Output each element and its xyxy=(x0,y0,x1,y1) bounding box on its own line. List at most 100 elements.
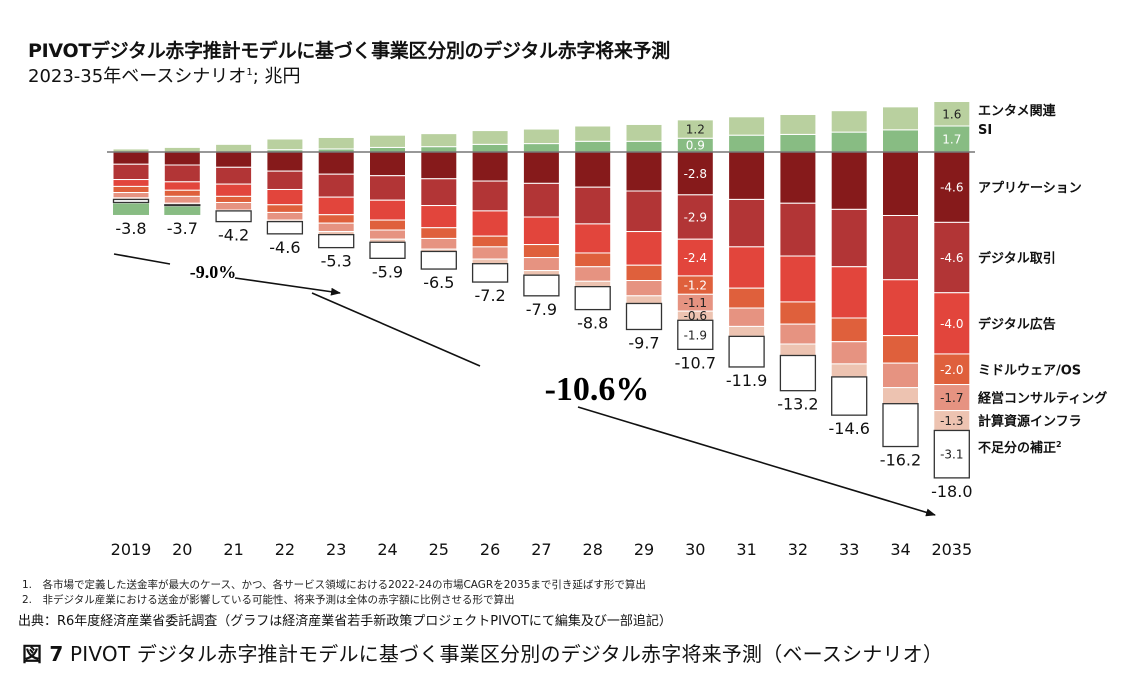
legend-label-cons: 経営コンサルティング xyxy=(978,391,1107,407)
total-label-2019: -3.8 xyxy=(115,219,146,238)
bar-segment-mid-23 xyxy=(317,214,355,224)
bar-segment-mid-33 xyxy=(830,317,868,343)
bar-segment-ad-24 xyxy=(369,199,406,221)
bar-segment-corr-29 xyxy=(625,302,663,331)
total-label-30: -10.7 xyxy=(675,353,716,372)
bar-segment-app-24 xyxy=(369,151,406,177)
bar-segment-entame-24 xyxy=(369,134,406,148)
bar-segment-cons-28 xyxy=(574,266,612,282)
bar-segment-ad-33 xyxy=(830,266,868,319)
bar-segment-trade-24 xyxy=(369,175,406,201)
total-label-22: -4.6 xyxy=(269,238,300,257)
x-tick-label-33: 33 xyxy=(839,540,859,559)
total-label-32: -13.2 xyxy=(777,395,818,414)
total-label-29: -9.7 xyxy=(628,333,659,352)
bar-segment-entame-28 xyxy=(574,125,612,142)
legend-label-corr: 不足分の補正2 xyxy=(978,440,1062,456)
bar-segment-entame-23 xyxy=(317,136,355,150)
legend-label-trade: デジタル取引 xyxy=(978,251,1056,267)
bar-segment-cons-25 xyxy=(420,237,458,250)
segment-label-cons-30: -1.1 xyxy=(684,296,707,310)
bar-segment-corr-2019 xyxy=(112,198,150,204)
bar-segment-trade-26 xyxy=(471,180,509,212)
bar-segment-cons-32 xyxy=(779,323,817,345)
bar-segment-cons-22 xyxy=(266,211,304,221)
bar-segment-ad-28 xyxy=(574,223,612,254)
total-label-25: -6.5 xyxy=(423,273,454,292)
bar-segment-cons-24 xyxy=(369,229,406,240)
bar-segment-trade-32 xyxy=(779,202,817,257)
x-tick-label-27: 27 xyxy=(531,540,551,559)
legend-label-si: SI xyxy=(978,123,992,138)
bar-segment-mid-24 xyxy=(369,219,406,231)
bar-segment-corr-32 xyxy=(779,354,817,392)
segment-label-si-30: 0.9 xyxy=(686,139,705,153)
cagr-label-2023-2035: -10.6% xyxy=(545,371,650,408)
bar-segment-ad-26 xyxy=(471,210,509,237)
segment-label-corr-30: -1.9 xyxy=(684,328,707,342)
x-tick-label-21: 21 xyxy=(223,540,243,559)
segment-label-cons-2035: -1.7 xyxy=(940,391,963,405)
bar-segment-si-25 xyxy=(420,146,458,153)
bar-segment-entame-29 xyxy=(625,123,663,142)
bar-segment-si-below-2019 xyxy=(113,203,149,215)
bar-segment-si-29 xyxy=(625,140,663,153)
bar-segment-corr-27 xyxy=(523,274,560,297)
x-tick-label-28: 28 xyxy=(583,540,603,559)
bar-segment-ad-22 xyxy=(266,188,304,206)
cagr-label-2019-2023: -9.0% xyxy=(190,262,237,282)
figure-caption-text: PIVOT デジタル赤字推計モデルに基づく事業区分別のデジタル赤字将来予測（ベー… xyxy=(63,642,944,666)
bar-segment-mid-26 xyxy=(471,235,509,248)
bar-segment-entame-30 xyxy=(676,119,714,139)
bar-segment-corr-31 xyxy=(728,335,765,368)
bar-segment-entame-27 xyxy=(522,128,560,145)
segment-label-infra-2035: -1.3 xyxy=(940,414,963,428)
legend-footnote-ref: 2 xyxy=(1056,440,1062,449)
bar-segment-trade-23 xyxy=(317,173,355,198)
x-tick-label-2035: 2035 xyxy=(931,540,972,559)
stacked-bar-chart: -9.0% -10.6% -3.8 2019 -3.7 20 -4.2 21 -4.6 22 -… xyxy=(107,101,1107,559)
segment-label-trade-2035: -4.6 xyxy=(940,251,963,265)
bar-segment-infra-33 xyxy=(830,363,868,378)
bar-segment-cons-29 xyxy=(625,280,663,297)
bar-segment-app-31 xyxy=(728,151,766,200)
chart-title: PIVOTデジタル赤字推計モデルに基づく事業区分別のデジタル赤字将来予測 xyxy=(28,40,670,62)
x-tick-label-29: 29 xyxy=(634,540,654,559)
segment-label-ad-2035: -4.0 xyxy=(940,317,963,331)
segment-label-app-2035: -4.6 xyxy=(940,181,963,195)
legend-label-ad: デジタル広告 xyxy=(978,316,1056,332)
segment-label-app-30: -2.8 xyxy=(684,167,707,181)
x-tick-label-24: 24 xyxy=(377,540,397,559)
bar-segment-app-2019 xyxy=(112,151,150,165)
bar-segment-cons-26 xyxy=(471,246,509,260)
bar-segment-corr-33 xyxy=(831,376,868,416)
bar-segment-cons-34 xyxy=(882,362,919,389)
bar-segment-mid-29 xyxy=(625,264,663,282)
bar-segment-trade-28 xyxy=(574,186,612,225)
legend-label-mid: ミドルウェア/OS xyxy=(978,363,1081,378)
bar-segment-entame-33 xyxy=(830,110,868,133)
bar-segment-app-32 xyxy=(779,151,817,204)
bar-segment-corr-26 xyxy=(471,263,509,283)
bar-segment-app-33 xyxy=(830,151,868,210)
bar-segment-infra-34 xyxy=(882,387,919,405)
bar-segment-ad-2019 xyxy=(112,179,150,187)
bar-segment-entame-26 xyxy=(471,130,509,145)
segment-label-entame-30: 1.2 xyxy=(686,123,705,137)
x-tick-label-2019: 2019 xyxy=(111,540,152,559)
bar-segment-si-31 xyxy=(728,134,766,153)
bar-segment-infra-29 xyxy=(625,295,663,304)
bar-segment-mid-2035 xyxy=(933,353,971,386)
bar-segment-app-25 xyxy=(420,151,458,180)
source-note: 出典：R6年度経済産業省委託調査（グラフは経済産業省若手新政策プロジェクトPIV… xyxy=(18,614,672,629)
trend-line-1a xyxy=(113,253,171,265)
bar-segment-corr-23 xyxy=(318,233,355,249)
bar-segment-app-34 xyxy=(882,151,919,216)
bar-segment-entame-2035 xyxy=(933,101,971,127)
bar-segment-mid-32 xyxy=(779,301,817,325)
footnote-1: 1. 各市場で定義した送金率が最大のケース、かつ、各サービス領域における2022… xyxy=(22,579,646,591)
bar-segment-mid-34 xyxy=(882,335,919,364)
bar-segment-app-23 xyxy=(317,151,355,175)
bar-segment-mid-25 xyxy=(420,227,458,239)
legend-label-entame: エンタメ関連 xyxy=(978,103,1057,119)
